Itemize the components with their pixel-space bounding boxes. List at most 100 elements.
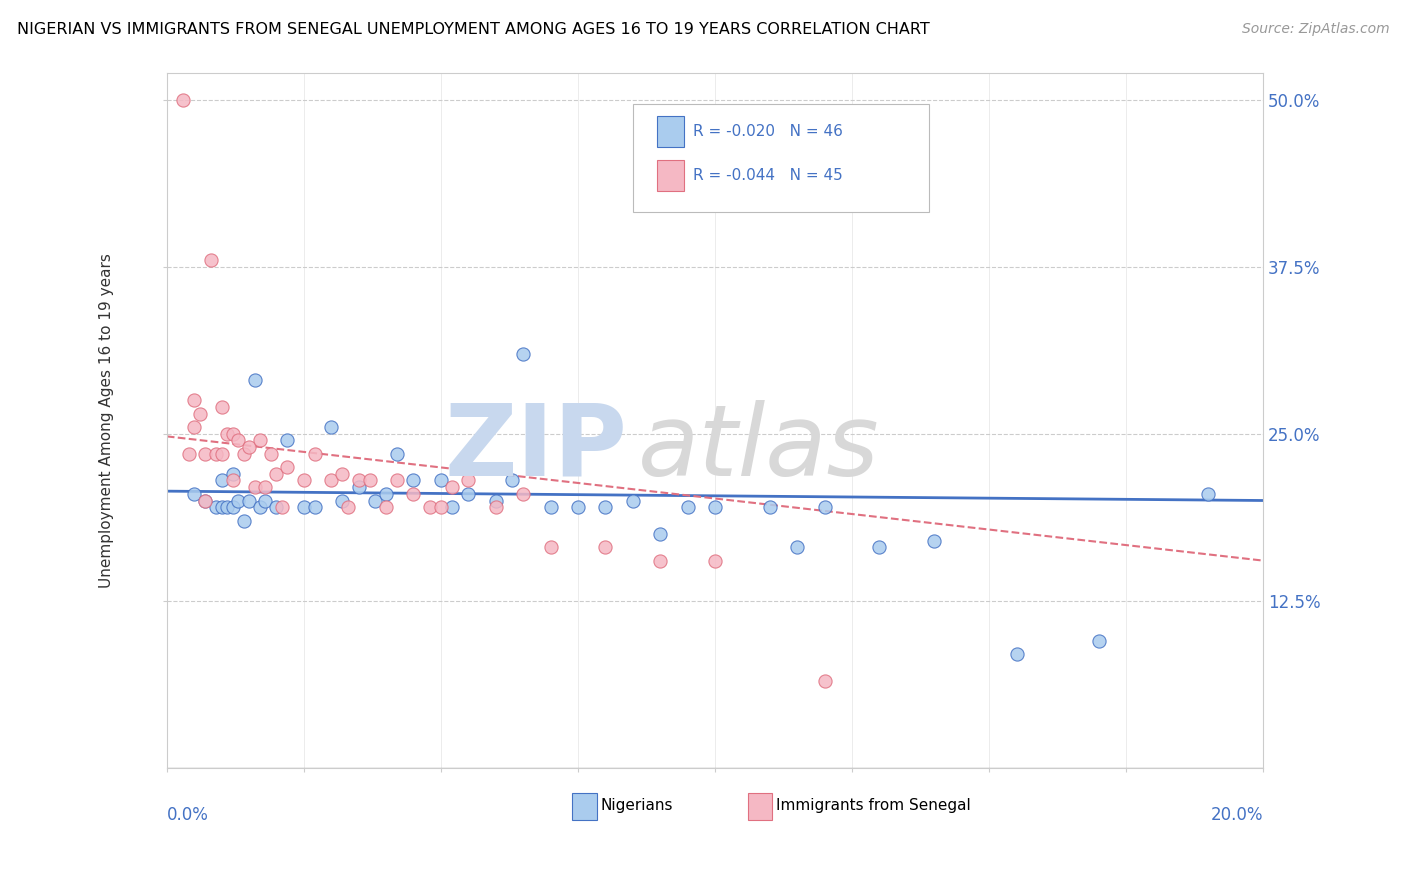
Point: [786, 541, 808, 555]
Point: [385, 474, 408, 488]
Point: [249, 434, 271, 448]
Point: [336, 500, 359, 515]
Point: [402, 474, 425, 488]
Point: [595, 541, 617, 555]
Point: [221, 500, 243, 515]
Point: [266, 467, 288, 481]
Point: [221, 426, 243, 441]
Point: [364, 493, 387, 508]
Point: [194, 447, 217, 461]
Text: R = -0.044   N = 45: R = -0.044 N = 45: [693, 168, 842, 183]
Point: [567, 500, 589, 515]
Text: Nigerians: Nigerians: [600, 798, 673, 814]
Point: [188, 407, 211, 421]
Point: [676, 500, 699, 515]
Point: [321, 474, 343, 488]
Point: [226, 493, 249, 508]
Point: [501, 474, 523, 488]
FancyBboxPatch shape: [657, 116, 685, 147]
Point: [211, 474, 233, 488]
Point: [485, 500, 508, 515]
Text: ZIP: ZIP: [444, 400, 627, 497]
Point: [402, 487, 425, 501]
Point: [217, 500, 239, 515]
Point: [172, 93, 194, 107]
Point: [440, 480, 463, 494]
Point: [869, 541, 891, 555]
Point: [457, 474, 479, 488]
Point: [243, 480, 266, 494]
Point: [457, 487, 479, 501]
Point: [1087, 633, 1109, 648]
Point: [375, 487, 398, 501]
Point: [375, 500, 398, 515]
Point: [759, 500, 782, 515]
Point: [292, 474, 315, 488]
Point: [1197, 487, 1219, 501]
Text: atlas: atlas: [638, 400, 880, 497]
Text: Source: ZipAtlas.com: Source: ZipAtlas.com: [1241, 22, 1389, 37]
Point: [292, 500, 315, 515]
Point: [232, 447, 254, 461]
Point: [177, 447, 200, 461]
Point: [704, 554, 727, 568]
Text: R = -0.020   N = 46: R = -0.020 N = 46: [693, 124, 844, 138]
Point: [304, 500, 326, 515]
FancyBboxPatch shape: [572, 793, 596, 820]
Point: [226, 434, 249, 448]
FancyBboxPatch shape: [633, 104, 929, 212]
Text: 20.0%: 20.0%: [1211, 805, 1263, 824]
Point: [385, 447, 408, 461]
Text: Unemployment Among Ages 16 to 19 years: Unemployment Among Ages 16 to 19 years: [98, 253, 114, 588]
Point: [183, 420, 205, 434]
Point: [595, 500, 617, 515]
Point: [194, 493, 217, 508]
Point: [211, 400, 233, 414]
Point: [330, 493, 353, 508]
Point: [304, 447, 326, 461]
Point: [814, 673, 837, 688]
Point: [540, 541, 562, 555]
Point: [430, 474, 453, 488]
Point: [512, 346, 534, 360]
Point: [211, 447, 233, 461]
Point: [211, 500, 233, 515]
Point: [266, 500, 288, 515]
Point: [430, 500, 453, 515]
Text: NIGERIAN VS IMMIGRANTS FROM SENEGAL UNEMPLOYMENT AMONG AGES 16 TO 19 YEARS CORRE: NIGERIAN VS IMMIGRANTS FROM SENEGAL UNEM…: [17, 22, 929, 37]
Point: [217, 426, 239, 441]
Point: [650, 554, 672, 568]
Point: [650, 527, 672, 541]
Point: [621, 493, 644, 508]
Point: [183, 487, 205, 501]
Point: [238, 493, 260, 508]
FancyBboxPatch shape: [657, 160, 685, 191]
FancyBboxPatch shape: [748, 793, 772, 820]
Point: [419, 500, 441, 515]
Point: [271, 500, 294, 515]
Point: [205, 447, 228, 461]
Text: Immigrants from Senegal: Immigrants from Senegal: [776, 798, 972, 814]
Point: [249, 500, 271, 515]
Point: [200, 253, 222, 268]
Point: [347, 474, 370, 488]
Point: [254, 493, 277, 508]
Point: [347, 480, 370, 494]
Point: [359, 474, 381, 488]
Point: [276, 434, 298, 448]
Point: [1005, 647, 1028, 661]
Point: [814, 500, 837, 515]
Point: [243, 373, 266, 387]
Point: [260, 447, 283, 461]
Point: [194, 493, 217, 508]
Point: [704, 500, 727, 515]
Point: [221, 467, 243, 481]
Point: [922, 533, 945, 548]
Point: [254, 480, 277, 494]
Point: [540, 500, 562, 515]
Point: [321, 420, 343, 434]
Point: [205, 500, 228, 515]
Point: [330, 467, 353, 481]
Point: [221, 474, 243, 488]
Point: [485, 493, 508, 508]
